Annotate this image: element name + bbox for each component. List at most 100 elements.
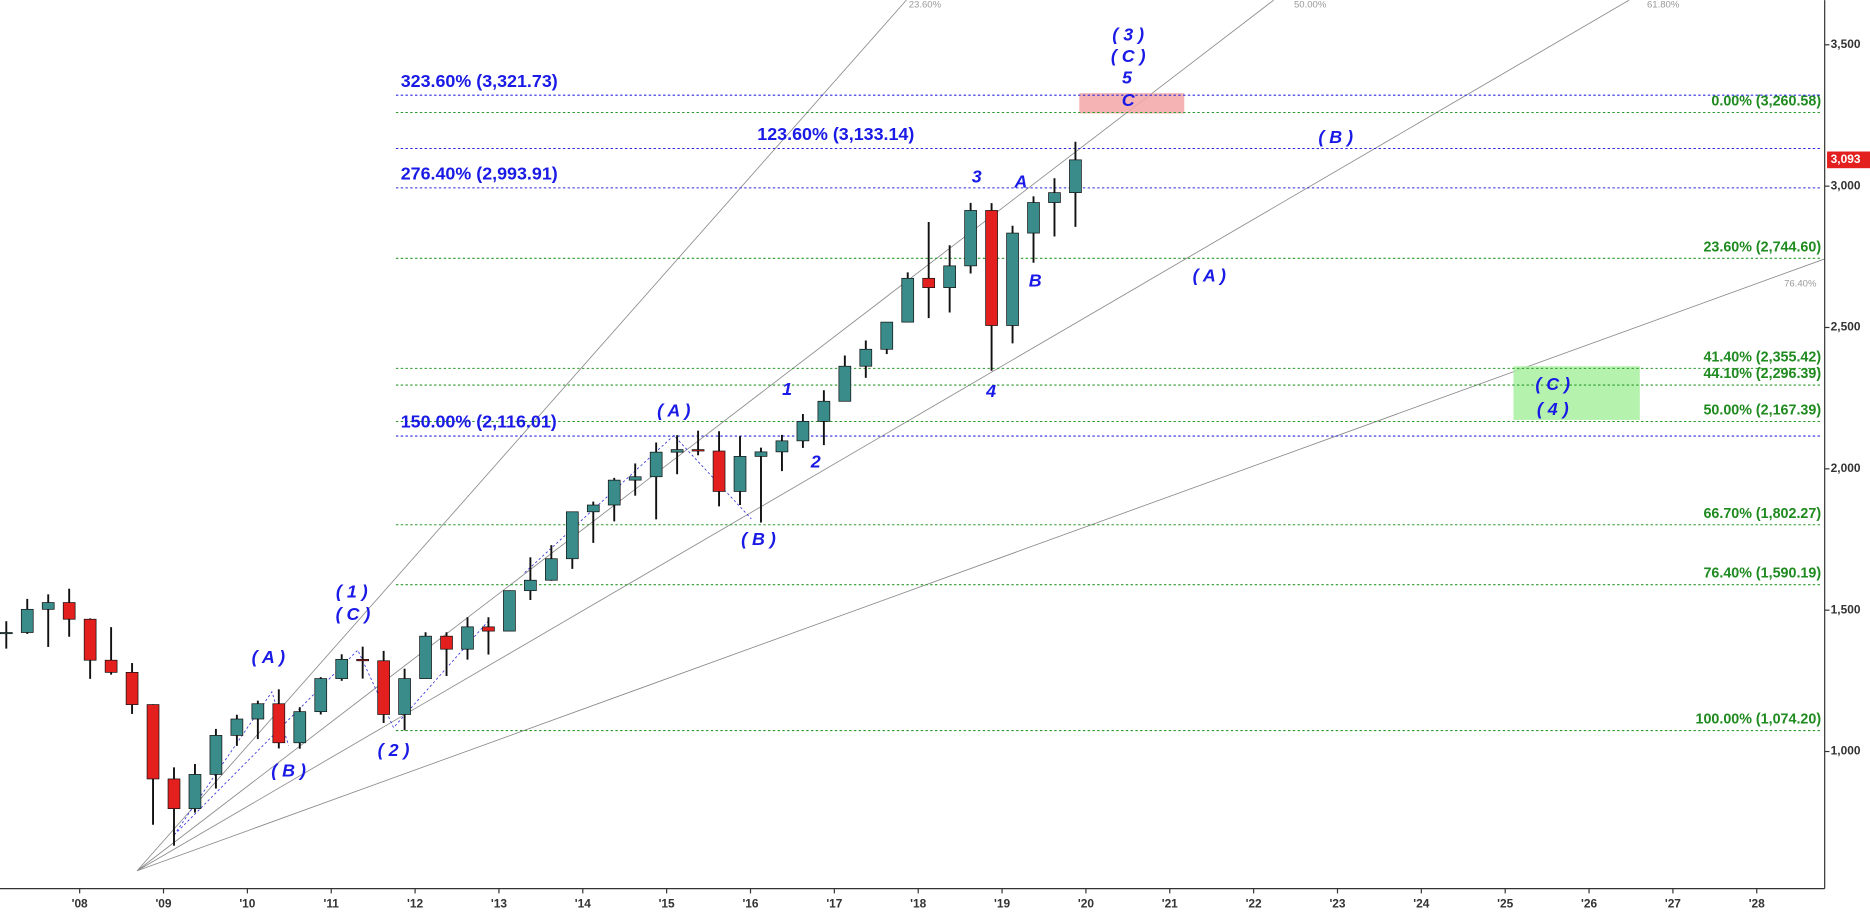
candle-body: [503, 590, 516, 632]
candle-body: [356, 659, 369, 662]
last-price-label: 3,093: [1831, 152, 1861, 166]
x-tick-label: '23: [1329, 896, 1345, 910]
candle-body: [209, 735, 223, 775]
wave-label: C: [1122, 90, 1136, 110]
candle-body: [1069, 159, 1082, 194]
candle-body: [146, 704, 160, 780]
wave-label: ( 3 ): [1112, 25, 1144, 45]
x-tick-label: '22: [1246, 896, 1262, 910]
x-tick-label: '14: [575, 896, 591, 910]
x-tick-label: '08: [72, 896, 88, 910]
candle-body: [419, 635, 432, 679]
y-tick-label: 1,000: [1831, 744, 1861, 758]
fan-label: 23.60%: [909, 0, 942, 10]
candle-body: [482, 626, 495, 632]
wave-label: ( A ): [252, 647, 285, 667]
x-tick-label: '17: [826, 896, 842, 910]
wave-label: A: [1013, 171, 1027, 191]
wave-label: ( C ): [336, 604, 371, 624]
x-tick-label: '24: [1413, 896, 1429, 910]
candle-body: [41, 602, 55, 610]
wave-label: 5: [1122, 68, 1133, 88]
candle-body: [104, 659, 118, 673]
wave-label: 4: [985, 381, 996, 401]
candle-body: [670, 449, 684, 453]
x-tick-label: '27: [1665, 896, 1681, 910]
candle-body: [880, 321, 894, 350]
y-tick-label: 1,500: [1831, 602, 1861, 616]
candle-body: [0, 632, 13, 635]
x-tick-label: '26: [1581, 896, 1597, 910]
wave-label: B: [1029, 270, 1042, 290]
fan-line: [136, 0, 1274, 872]
y-tick-label: 2,500: [1831, 320, 1861, 334]
wave-label: ( B ): [741, 529, 776, 549]
candle-body: [62, 602, 76, 620]
retracement-label: 50.00% (2,167.39): [1703, 403, 1821, 419]
x-tick-label: '12: [407, 896, 423, 910]
fan-label: 61.80%: [1647, 0, 1680, 10]
wave-label: 1: [782, 379, 792, 399]
extension-label: 150.00% (2,116.01): [401, 412, 557, 432]
wave-label: ( 2 ): [378, 740, 410, 760]
candle-body: [461, 626, 474, 650]
candle-body: [1006, 232, 1019, 326]
fan-line: [136, 0, 1630, 872]
x-tick-label: '13: [491, 896, 507, 910]
candle-body: [838, 365, 852, 402]
wave-label: 2: [810, 452, 821, 472]
extension-label: 323.60% (3,321.73): [401, 71, 558, 91]
retracement-label: 0.00% (3,260.58): [1711, 94, 1821, 110]
candle-body: [272, 703, 286, 744]
candle-body: [293, 711, 307, 744]
candle-body: [1048, 192, 1061, 203]
wave-label: ( B ): [271, 760, 306, 780]
candle-body: [922, 277, 936, 288]
wave-label: ( C ): [1535, 374, 1570, 394]
wave-label: 3: [972, 167, 982, 187]
candle-body: [901, 277, 915, 323]
candle-body: [440, 635, 453, 650]
candle-body: [125, 672, 139, 705]
candle-body: [628, 476, 642, 481]
candle-body: [754, 451, 768, 457]
candle-body: [712, 450, 726, 492]
target-box: [1079, 93, 1185, 114]
candle-body: [545, 558, 558, 581]
candle-body: [817, 400, 831, 422]
target-box: [1513, 366, 1640, 420]
x-tick-label: '11: [324, 896, 340, 910]
wave-label: ( B ): [1318, 127, 1353, 147]
candle-body: [565, 511, 579, 560]
retracement-label: 23.60% (2,744.60): [1703, 239, 1821, 255]
candle-body: [733, 456, 747, 492]
fan-label: 76.40%: [1784, 278, 1817, 289]
candle-body: [985, 210, 998, 326]
x-tick-label: '18: [910, 896, 926, 910]
y-tick-label: 2,000: [1831, 461, 1861, 475]
fan-line: [136, 0, 907, 872]
candle-body: [943, 265, 956, 288]
wave-label: ( C ): [1111, 46, 1146, 66]
candle-body: [649, 451, 663, 478]
x-tick-label: '20: [1078, 896, 1094, 910]
candle-body: [20, 608, 34, 633]
candle-body: [188, 774, 202, 809]
last-price-tag: [1827, 151, 1870, 169]
extension-label: 123.60% (3,133.14): [757, 124, 914, 144]
extension-label: 276.40% (2,993.91): [401, 163, 558, 183]
candle-body: [83, 618, 97, 661]
candle-body: [586, 504, 600, 513]
wave-label: ( A ): [657, 400, 690, 420]
retracement-label: 41.40% (2,355.42): [1703, 349, 1821, 365]
fan-label: 50.00%: [1294, 0, 1327, 10]
fan-line: [137, 258, 1825, 872]
candle-body: [775, 440, 789, 453]
x-tick-label: '09: [155, 896, 171, 910]
retracement-label: 44.10% (2,296.39): [1703, 366, 1821, 382]
y-tick-label: 3,500: [1831, 37, 1861, 51]
retracement-label: 76.40% (1,590.19): [1703, 566, 1821, 582]
